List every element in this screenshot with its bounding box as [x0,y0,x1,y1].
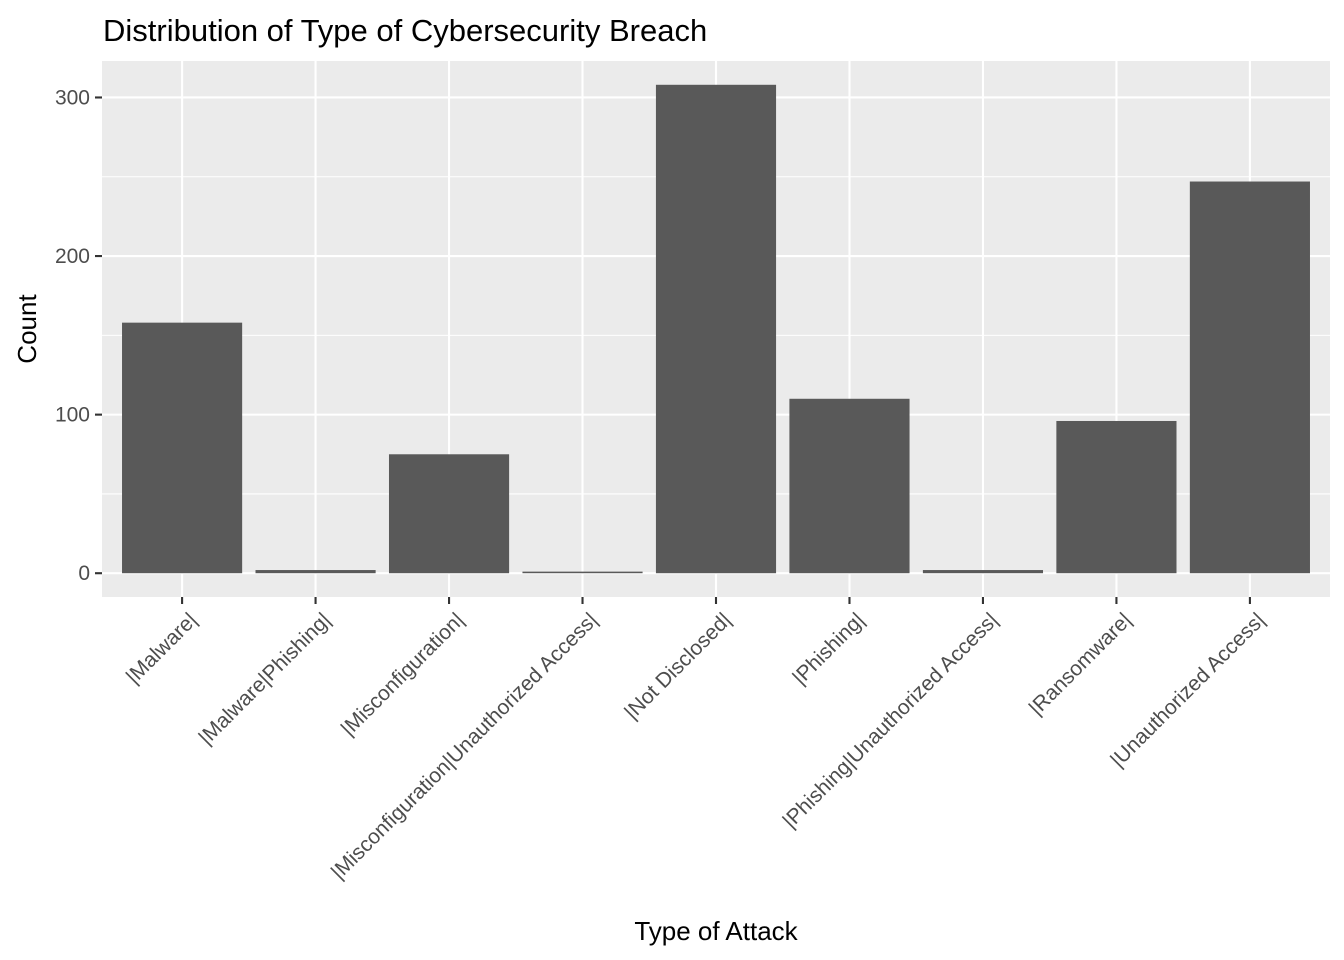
x-tick-label: |Malware|Phishing| [194,608,335,749]
bar-1 [255,570,376,574]
y-tick-label: 200 [55,245,90,268]
x-axis-title: Type of Attack [634,916,798,946]
bar-4 [655,84,777,574]
bar-5 [789,398,910,574]
x-axis: |Malware||Malware|Phishing| |Misconfigura… [122,597,1270,884]
y-tick-label: 300 [55,86,90,109]
y-tick-label: 0 [78,562,90,585]
x-tick-label: |Not Disclosed| [620,608,736,724]
bar-7 [1056,420,1177,574]
x-tick-label: |Malware| [122,608,202,688]
x-tick-label: |Unauthorized Access| [1106,608,1269,771]
bar-2 [388,454,510,574]
y-axis: 0 100 200 300 [55,86,102,585]
x-tick-label: |Phishing| [788,608,869,689]
x-tick-label: |Phishing|Unauthorized Access| [778,608,1002,832]
y-tick-label: 100 [55,404,90,427]
bars [122,84,1310,574]
x-tick-label: |Misconfiguration|Unauthorized Access| [327,608,602,883]
bar-8 [1189,181,1310,574]
x-tick-label: |Misconfiguration| [337,608,469,740]
chart-title: Distribution of Type of Cybersecurity Br… [103,13,707,48]
bar-3 [522,571,643,574]
x-tick-label: |Ransomware| [1025,608,1136,719]
bar-6 [922,570,1044,574]
y-axis-title: Count [12,294,42,364]
bar-0 [122,322,243,574]
